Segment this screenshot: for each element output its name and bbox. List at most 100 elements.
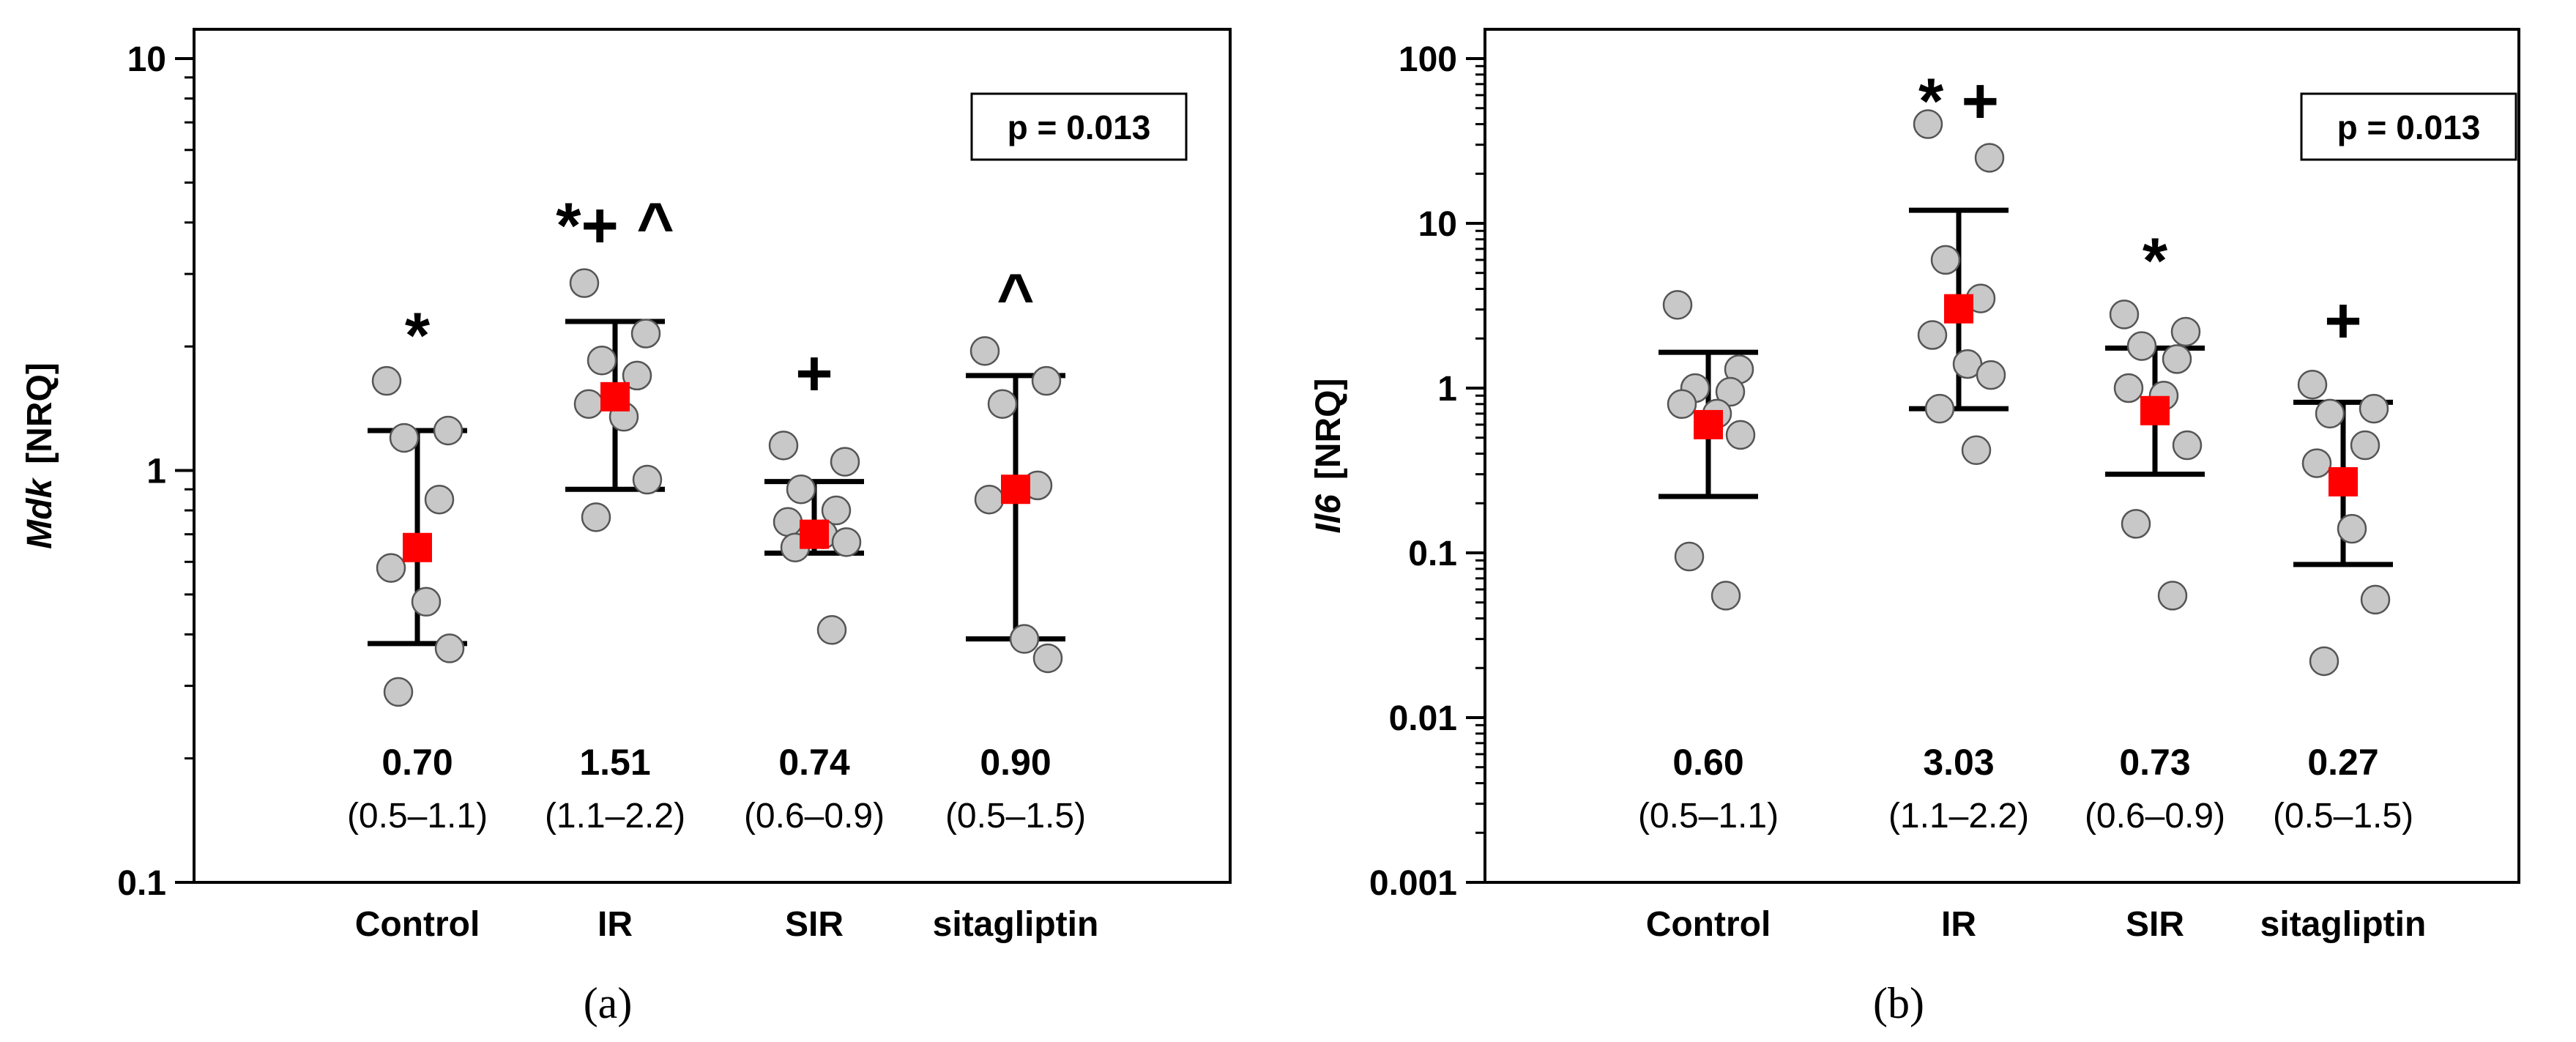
significance-marker: + <box>795 337 833 409</box>
x-category-label: sitagliptin <box>2260 905 2427 944</box>
median-value-label: 0.27 <box>2307 742 2378 783</box>
data-point <box>424 484 455 515</box>
p-value-box <box>970 92 1188 161</box>
data-point <box>2337 513 2367 544</box>
group-sir: * 0.73 (0.6–0.9) <box>2085 224 2225 836</box>
p-value-box <box>2300 92 2517 161</box>
y-axis-gene-name: Mdk <box>21 477 59 549</box>
group-control: * 0.70 (0.5–1.1) <box>347 299 488 836</box>
y-tick-label: 1 <box>1437 370 1457 409</box>
data-point <box>773 507 803 537</box>
y-tick-label: 0.1 <box>1408 535 1457 573</box>
data-point <box>1009 624 1040 654</box>
data-point <box>376 553 406 583</box>
data-point <box>622 360 652 391</box>
group-ir: *+ ^ 1.51 (1.1–2.2) <box>545 189 685 836</box>
median-marker <box>2329 466 2358 496</box>
data-point <box>2301 448 2332 478</box>
data-point <box>987 389 1018 419</box>
data-point <box>2113 373 2144 403</box>
y-axis-unit: [NRQ] <box>1309 378 1348 480</box>
data-point <box>383 677 414 707</box>
y-tick-label: 0.01 <box>1389 699 1457 738</box>
data-point <box>2121 509 2151 539</box>
data-point <box>974 484 1005 515</box>
data-point <box>1662 290 1693 320</box>
data-point <box>830 447 860 477</box>
group-sitagliptin: +0.27 (0.5–1.5) <box>2273 284 2413 836</box>
x-category-label: IR <box>598 905 633 944</box>
y-tick-label: 10 <box>127 40 166 79</box>
data-point <box>630 319 661 349</box>
data-point <box>1667 389 1697 420</box>
median-marker <box>1944 294 1973 324</box>
x-category-label: Control <box>355 905 480 944</box>
data-point <box>581 502 611 532</box>
median-marker <box>1001 475 1030 505</box>
data-point <box>831 527 862 557</box>
panel-label: (a) <box>584 979 633 1027</box>
data-point <box>1917 320 1948 350</box>
data-point <box>1976 360 2006 390</box>
iqr-label: (0.6–0.9) <box>744 797 885 836</box>
group-control: 0.60 (0.5–1.1) <box>1638 290 1779 836</box>
plot-frame <box>193 28 1232 884</box>
median-value-label: 0.60 <box>1672 742 1743 783</box>
y-axis-gene-name: Il6 <box>1309 494 1348 534</box>
significance-marker: * <box>2143 224 2168 297</box>
data-point <box>816 615 847 645</box>
data-point <box>1974 143 2005 173</box>
data-point <box>1913 109 1943 139</box>
data-point <box>2157 581 2188 611</box>
data-point <box>371 365 402 396</box>
data-point <box>768 431 799 461</box>
median-value-label: 0.74 <box>778 742 850 783</box>
iqr-label: (0.5–1.1) <box>1638 797 1779 836</box>
data-point <box>1924 393 1955 424</box>
y-tick-label: 0.001 <box>1369 864 1457 903</box>
data-point <box>2109 299 2140 330</box>
median-marker <box>1694 409 1723 439</box>
x-category-label: SIR <box>785 905 844 944</box>
data-point <box>1710 581 1741 611</box>
data-point <box>2359 393 2389 424</box>
group-ir: * + 3.03 (1.1–2.2) <box>1888 64 2029 836</box>
significance-marker: + <box>2324 284 2361 357</box>
data-point <box>1961 435 1992 466</box>
median-value-label: 3.03 <box>1923 742 1994 783</box>
x-category-label: IR <box>1941 905 1976 944</box>
data-point <box>969 336 1000 366</box>
data-point <box>1930 245 1961 275</box>
iqr-label: (0.6–0.9) <box>2085 797 2225 836</box>
data-point <box>2170 316 2201 347</box>
iqr-label: (1.1–2.2) <box>545 797 685 836</box>
data-point <box>433 415 464 446</box>
y-axis-label: Il6 [NRQ] <box>1309 378 1348 533</box>
median-value-label: 0.90 <box>980 742 1051 783</box>
data-point <box>1032 643 1063 674</box>
median-value-label: 0.73 <box>2119 742 2190 783</box>
data-point <box>2360 584 2391 615</box>
data-point <box>1674 541 1705 572</box>
data-point <box>2126 331 2157 361</box>
significance-marker: *+ ^ <box>556 189 674 261</box>
data-point <box>2297 369 2328 400</box>
group-sir: +0.74 (0.6–0.9) <box>744 337 885 836</box>
median-marker <box>600 382 630 412</box>
significance-marker: * <box>405 299 431 371</box>
data-point <box>2172 430 2203 461</box>
y-axis-unit: [NRQ] <box>21 362 59 464</box>
iqr-label: (1.1–2.2) <box>1888 797 2029 836</box>
chart-panel-b: 0.001 0.01 0.1 1 10 100 Il6 [NRQ] p = 0.013 Contr… <box>1309 28 2520 1027</box>
chart-panel-a: 0.1 1 10 Mdk [NRQ] p = 0.013 Control IR SIR sitag… <box>21 28 1232 1027</box>
y-tick-label: 10 <box>1418 205 1457 244</box>
iqr-label: (0.5–1.1) <box>347 797 488 836</box>
y-axis-label: Mdk [NRQ] <box>21 362 59 549</box>
data-point <box>786 474 816 505</box>
y-tick-label: 1 <box>146 453 166 491</box>
data-point <box>632 464 663 495</box>
data-point <box>2162 344 2192 374</box>
data-point <box>389 423 420 453</box>
data-point <box>434 633 465 663</box>
